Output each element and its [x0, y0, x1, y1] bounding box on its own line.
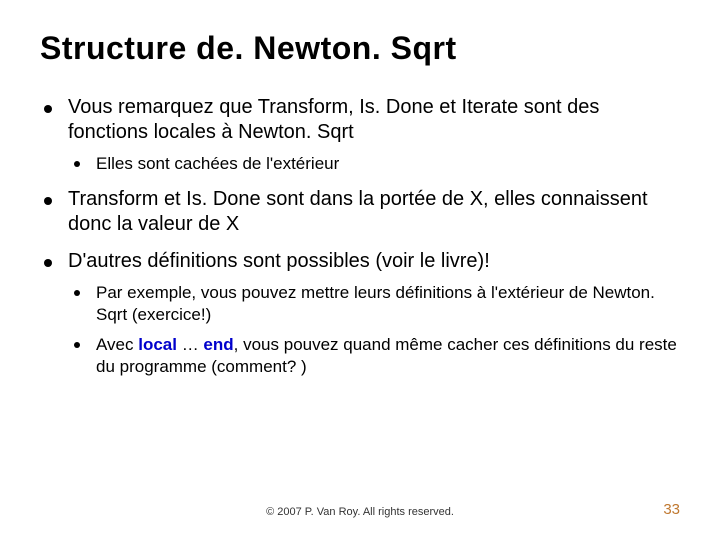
- keyword-local: local: [138, 335, 177, 354]
- sub-text-mid: …: [177, 335, 203, 354]
- sub-text: Par exemple, vous pouvez mettre leurs dé…: [96, 283, 655, 324]
- sub-list: Elles sont cachées de l'extérieur: [68, 153, 680, 175]
- bullet-list: Vous remarquez que Transform, Is. Done e…: [40, 95, 680, 378]
- page-number: 33: [663, 501, 680, 518]
- bullet-item: Vous remarquez que Transform, Is. Done e…: [40, 95, 680, 175]
- bullet-text: Vous remarquez que Transform, Is. Done e…: [68, 96, 599, 143]
- footer-copyright: © 2007 P. Van Roy. All rights reserved.: [0, 506, 720, 518]
- slide-title: Structure de. Newton. Sqrt: [40, 30, 680, 67]
- bullet-item: D'autres définitions sont possibles (voi…: [40, 249, 680, 378]
- bullet-text: Transform et Is. Done sont dans la porté…: [68, 188, 648, 235]
- keyword-end: end: [203, 335, 233, 354]
- sub-list: Par exemple, vous pouvez mettre leurs dé…: [68, 282, 680, 378]
- sub-text-pre: Avec: [96, 335, 138, 354]
- bullet-text: D'autres définitions sont possibles (voi…: [68, 250, 490, 272]
- sub-item: Par exemple, vous pouvez mettre leurs dé…: [68, 282, 680, 326]
- bullet-item: Transform et Is. Done sont dans la porté…: [40, 187, 680, 237]
- slide-content: Vous remarquez que Transform, Is. Done e…: [40, 95, 680, 378]
- sub-item: Avec local … end, vous pouvez quand même…: [68, 334, 680, 378]
- sub-text: Elles sont cachées de l'extérieur: [96, 154, 339, 173]
- slide: Structure de. Newton. Sqrt Vous remarque…: [0, 0, 720, 540]
- sub-item: Elles sont cachées de l'extérieur: [68, 153, 680, 175]
